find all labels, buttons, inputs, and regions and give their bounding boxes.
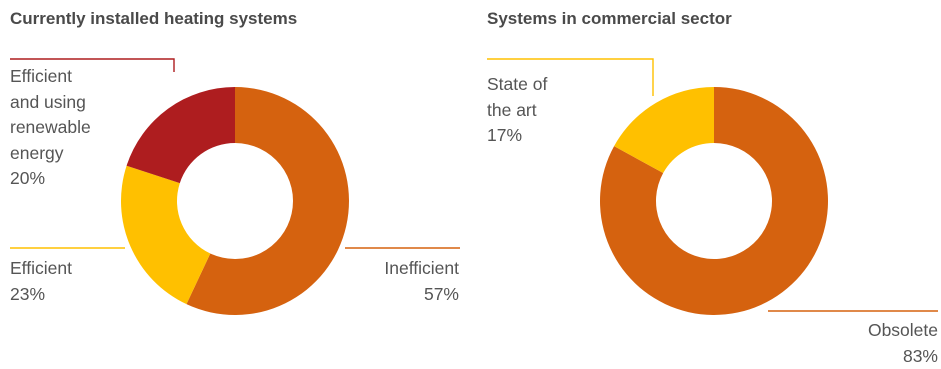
leader-line-state-of-the-art	[487, 58, 654, 96]
slice-obsolete	[600, 87, 828, 315]
chart-panel-commercial-sector: Systems in commercial sector State of th…	[470, 0, 941, 369]
slice-state-of-the-art	[614, 87, 714, 174]
slice-inefficient	[186, 87, 349, 315]
chart-title: Currently installed heating systems	[10, 9, 298, 28]
donut-chart-heating-systems	[10, 58, 460, 315]
slice-label-state-of-the-art: State of the art 17%	[487, 74, 548, 145]
chart-panel-heating-systems: Currently installed heating systems Effi…	[0, 0, 470, 369]
slice-label-efficient: Efficient 23%	[10, 258, 72, 304]
leader-line-renewable	[10, 58, 175, 72]
slice-efficient	[120, 165, 211, 305]
slice-efficient-and-using-renewable-energy	[126, 87, 235, 184]
slice-label-renewable: Efficient and using renewable energy 20%	[10, 66, 91, 188]
donut-chart-commercial-sector	[487, 58, 938, 315]
slice-label-obsolete: Obsolete 83%	[867, 320, 938, 366]
slice-label-inefficient: Inefficient 57%	[384, 258, 459, 304]
chart-title: Systems in commercial sector	[487, 9, 732, 28]
